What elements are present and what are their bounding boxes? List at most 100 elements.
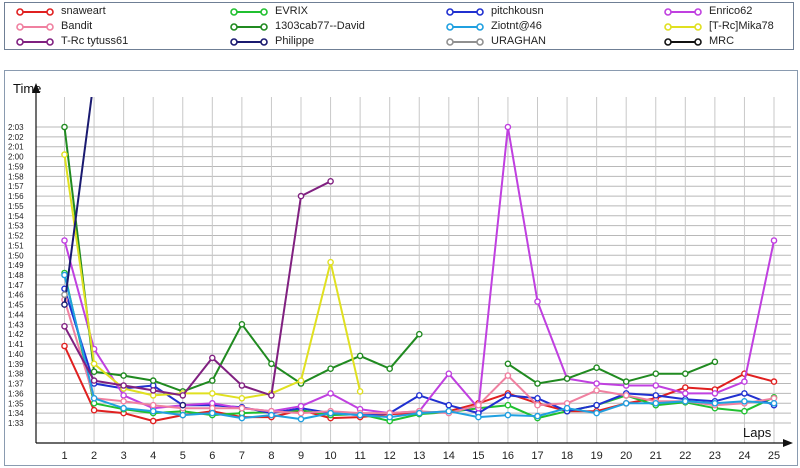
data-point-bandit xyxy=(475,401,482,409)
data-point-1303cab77-david xyxy=(356,352,364,360)
data-point-ziotnt-46 xyxy=(149,407,157,415)
data-point-t-rc-tytuss61 xyxy=(61,322,68,330)
legend-label: MRC xyxy=(709,35,735,47)
data-point-1303cab77-david xyxy=(90,368,98,376)
data-point-enrico62 xyxy=(504,123,512,131)
legend-swatch-icon xyxy=(664,38,702,46)
data-point-t-rc-mika78 xyxy=(61,151,68,158)
x-tick-label: 11 xyxy=(354,450,365,462)
data-point-snaweart xyxy=(770,378,778,385)
y-tick-label: 1:55 xyxy=(8,202,24,211)
data-point-ziotnt-46 xyxy=(268,411,275,419)
y-tick-label: 1:33 xyxy=(8,419,24,428)
plot-frame: 1:33 1:34 1:35 1:36 1:37 1:38 1:39 1:40 1:41 1:42… xyxy=(4,70,798,466)
legend-label: snaweart xyxy=(61,5,106,17)
legend-swatch-icon xyxy=(230,23,268,31)
series-line-1303cab77-david xyxy=(507,360,716,385)
data-point-t-rc-mika78 xyxy=(238,394,246,402)
x-tick-label: 24 xyxy=(738,450,750,462)
y-tick-label: 1:49 xyxy=(8,261,24,270)
x-tick-label: 19 xyxy=(591,450,603,462)
x-tick-label: 7 xyxy=(239,450,245,462)
y-tick-label: 1:34 xyxy=(8,409,24,418)
y-tick-label: 1:45 xyxy=(8,301,24,310)
data-point-t-rc-tytuss61 xyxy=(90,377,98,384)
legend-swatch-icon xyxy=(664,23,702,31)
data-point-pitchkousn xyxy=(504,392,512,399)
x-tick-label: 25 xyxy=(768,450,780,462)
data-point-t-rc-mika78 xyxy=(297,377,305,384)
x-tick-label: 14 xyxy=(443,450,455,462)
data-point-t-rc-mika78 xyxy=(327,258,334,266)
data-point-1303cab77-david xyxy=(386,365,394,373)
series-line-philippe xyxy=(63,97,93,305)
legend-swatch-icon xyxy=(16,38,54,46)
chart-legend: snaweart EVRIX pitchkousn Enrico62 Bandit 130… xyxy=(4,2,794,50)
y-tick-label: 1:37 xyxy=(8,380,24,389)
x-tick-label: 6 xyxy=(209,450,215,462)
x-tick-label: 17 xyxy=(531,450,543,462)
y-tick-label: 2:00 xyxy=(8,153,24,162)
y-tick-label: 1:47 xyxy=(8,281,24,290)
data-point-1303cab77-david xyxy=(238,320,246,328)
x-tick-label: 8 xyxy=(268,450,274,462)
x-tick-label: 12 xyxy=(384,450,396,462)
y-tick-label: 2:01 xyxy=(8,143,24,152)
legend-swatch-icon xyxy=(664,8,702,16)
data-point-1303cab77-david xyxy=(682,370,689,378)
data-point-philippe xyxy=(92,75,97,80)
y-tick-label: 2:03 xyxy=(8,123,24,132)
legend-label: pitchkousn xyxy=(491,5,544,17)
data-point-snaweart xyxy=(90,406,98,414)
data-point-1303cab77-david xyxy=(268,360,275,368)
y-tick-label: 1:36 xyxy=(8,389,24,398)
legend-label: Philippe xyxy=(275,35,315,47)
y-tick-label: 1:48 xyxy=(8,271,24,280)
y-tick-label: 2:02 xyxy=(8,133,24,142)
data-point-philippe xyxy=(61,301,68,308)
data-point-bandit xyxy=(534,401,541,409)
x-tick-label: 16 xyxy=(502,450,514,462)
legend-label: Enrico62 xyxy=(709,5,753,17)
lap-times-chart: 1:331:341:351:361:371:381:391:401:411:42… xyxy=(8,75,793,462)
legend-label: Bandit xyxy=(61,20,93,32)
data-point-1303cab77-david xyxy=(327,365,334,373)
x-tick-label: 18 xyxy=(561,450,573,462)
data-point-bandit xyxy=(593,387,600,394)
legend-label: URAGHAN xyxy=(491,35,547,47)
data-point-ziotnt-46 xyxy=(208,409,216,417)
legend-label: [T-Rc]Mika78 xyxy=(709,20,774,32)
x-tick-label: 5 xyxy=(180,450,186,462)
data-point-enrico62 xyxy=(297,402,305,410)
data-point-ziotnt-46 xyxy=(682,397,689,405)
data-point-1303cab77-david xyxy=(149,377,157,384)
data-point-enrico62 xyxy=(534,298,541,305)
data-point-enrico62 xyxy=(327,390,334,397)
data-point-ziotnt-46 xyxy=(61,271,68,279)
data-point-ziotnt-46 xyxy=(711,399,719,407)
legend-label: EVRIX xyxy=(275,5,309,17)
data-point-ziotnt-46 xyxy=(770,399,778,407)
data-point-ziotnt-46 xyxy=(504,411,512,419)
data-point-t-rc-tytuss61 xyxy=(179,392,187,399)
data-point-t-rc-tytuss61 xyxy=(120,382,127,389)
data-point-snaweart xyxy=(61,342,68,350)
data-point-ziotnt-46 xyxy=(120,404,127,412)
data-point-1303cab77-david xyxy=(622,378,630,385)
y-tick-label: 1:38 xyxy=(8,370,24,379)
x-tick-label: 1 xyxy=(61,450,67,462)
legend-swatch-icon xyxy=(446,8,484,16)
legend-swatch-icon xyxy=(230,8,268,16)
x-tick-label: 23 xyxy=(709,450,721,462)
y-tick-label: 1:40 xyxy=(8,350,24,359)
y-axis-title: Time xyxy=(13,81,41,96)
x-tick-label: 15 xyxy=(472,450,484,462)
legend-label: 1303cab77--David xyxy=(275,20,365,32)
data-point-bandit xyxy=(238,404,246,412)
data-point-bandit xyxy=(622,392,630,399)
data-point-enrico62 xyxy=(741,378,748,385)
x-tick-label: 13 xyxy=(413,450,425,462)
data-point-1303cab77-david xyxy=(711,358,719,366)
x-tick-label: 9 xyxy=(298,450,304,462)
data-point-t-rc-tytuss61 xyxy=(238,382,246,389)
